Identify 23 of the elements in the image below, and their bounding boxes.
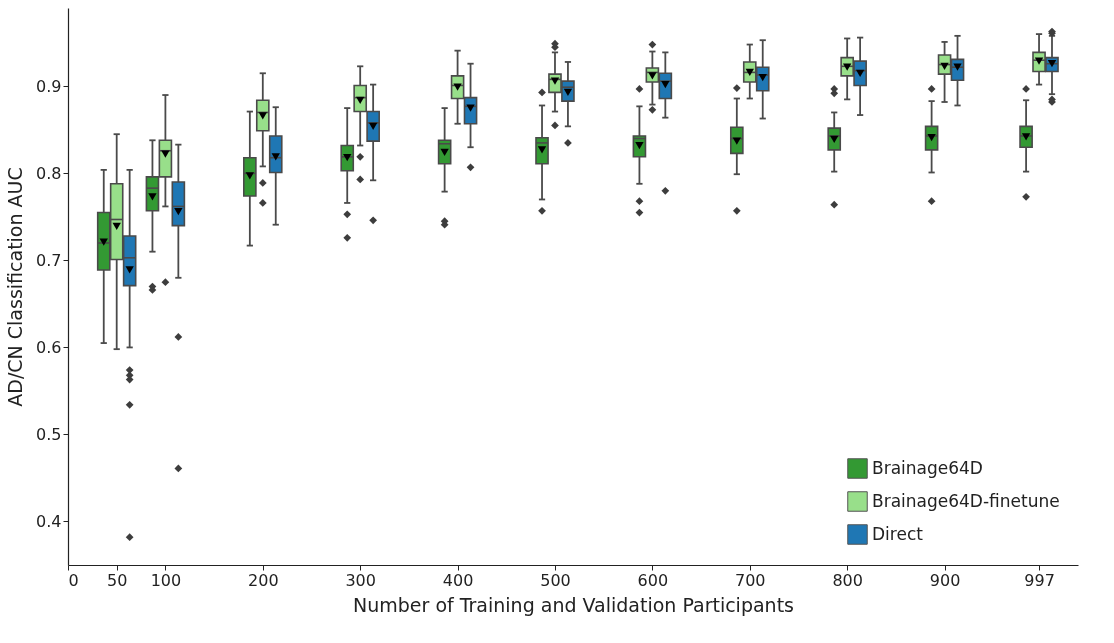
x-tick-label: 500 [540,570,571,590]
y-tick-label: 0.8 [36,163,62,183]
x-tick-label: 997 [1024,570,1055,590]
x-tick-label: 0 [68,570,79,590]
y-tick-label: 0.5 [36,424,62,444]
legend-label: Brainage64D-finetune [872,490,1060,511]
x-axis-title: Number of Training and Validation Participants [353,593,794,616]
y-axis-title: AD/CN Classification AUC [4,167,27,407]
x-tick-label: 900 [929,570,961,590]
x-tick-label: 100 [150,570,182,590]
x-tick-label: 700 [735,570,766,590]
x-tick-label: 600 [637,570,669,590]
x-tick-label: 200 [248,570,279,590]
y-tick-label: 0.4 [36,511,62,531]
x-tick-label: 50 [107,570,128,590]
x-tick-label: 800 [832,570,863,590]
y-tick-label: 0.7 [36,250,62,270]
legend-label: Brainage64D [872,457,983,478]
x-tick-label: 400 [442,570,474,590]
x-tick-label: 300 [345,570,376,590]
y-tick-label: 0.9 [36,76,62,96]
legend-label: Direct [872,523,924,544]
y-tick-label: 0.6 [36,337,62,357]
